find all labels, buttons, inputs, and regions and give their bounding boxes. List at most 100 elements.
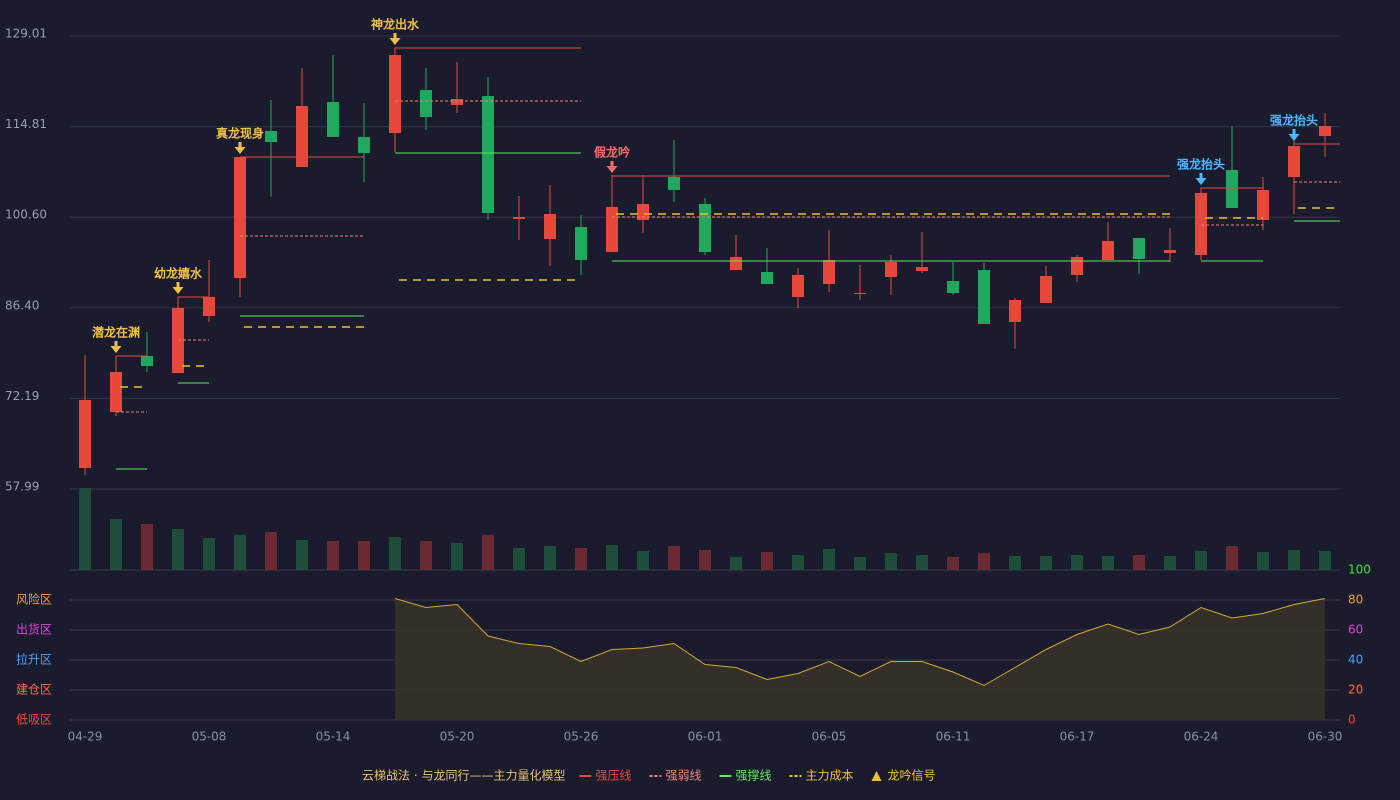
candle-body <box>575 227 587 261</box>
volume-bar <box>637 551 649 570</box>
press-line <box>115 355 147 373</box>
volume-bar <box>1226 546 1238 570</box>
volume-bar <box>1040 556 1052 570</box>
candle-body <box>1288 146 1300 178</box>
volume-bar <box>792 555 804 570</box>
candle-body <box>420 90 432 118</box>
x-tick-label: 06-24 <box>1184 730 1219 744</box>
volume-bar <box>761 552 773 570</box>
volume-bar <box>947 557 959 570</box>
candle-body <box>265 130 277 143</box>
volume-bar <box>203 538 215 570</box>
candle-body <box>792 275 804 298</box>
volume-bar <box>1257 552 1269 570</box>
volume-bar <box>389 537 401 570</box>
signal-arrow <box>234 141 246 154</box>
volume-bar <box>1288 550 1300 570</box>
y2-tick-label: 40 <box>1348 653 1363 667</box>
candle-body <box>544 214 556 240</box>
candle-body <box>854 292 866 295</box>
x-tick-label: 06-11 <box>936 730 971 744</box>
signal-label: 潜龙在渊 <box>92 325 140 340</box>
volume-bar <box>513 548 525 570</box>
candle-body <box>1009 300 1021 323</box>
volume-bar <box>451 543 463 570</box>
volume-bar <box>978 553 990 570</box>
volume-bar <box>823 549 835 570</box>
candle-body <box>761 272 773 284</box>
signal-label: 强龙抬头 <box>1177 156 1225 171</box>
y-tick-label: 72.19 <box>5 389 39 403</box>
signal-label: 神龙出水 <box>371 16 420 31</box>
volume-bar <box>916 555 928 570</box>
volume-bar <box>1133 555 1145 570</box>
x-tick-label: 05-14 <box>316 730 351 744</box>
zone-label: 拉升区 <box>16 652 52 667</box>
y2-tick-label: 80 <box>1348 593 1363 607</box>
x-tick-label: 04-29 <box>68 730 103 744</box>
x-tick-label: 05-08 <box>192 730 227 744</box>
legend-title: 云梯战法 · 与龙同行——主力量化模型 <box>362 769 565 783</box>
candle-body <box>358 136 370 153</box>
candle-body <box>172 307 184 374</box>
candle-body <box>327 102 339 137</box>
volume-bar <box>730 557 742 570</box>
candle-body <box>513 217 525 219</box>
candle-body <box>606 207 618 253</box>
candle-body <box>203 297 215 317</box>
volume-bar <box>420 541 432 570</box>
candle-body <box>482 96 494 214</box>
y2-tick-label: 100 <box>1348 563 1371 577</box>
volume-bar <box>172 529 184 570</box>
candle-body <box>637 204 649 221</box>
signal-arrow <box>1195 172 1207 185</box>
area-fill <box>395 598 1325 720</box>
signal-arrow <box>110 341 122 354</box>
signal-label: 幼龙嬉水 <box>154 266 203 281</box>
area-line <box>394 598 1326 687</box>
x-tick-label: 06-01 <box>688 730 723 744</box>
candle-body <box>823 260 835 284</box>
volume-bar <box>234 535 246 570</box>
volume-bar <box>1102 556 1114 570</box>
candle-body <box>1133 238 1145 259</box>
candle-body <box>1164 249 1176 253</box>
candle-body <box>1226 170 1238 209</box>
candle-body <box>79 400 91 469</box>
legend-marker <box>871 771 882 781</box>
candle-body <box>234 156 246 278</box>
legend-label: 龙吟信号 <box>888 768 936 783</box>
candle-body <box>389 55 401 134</box>
press-line <box>1200 187 1263 193</box>
volume-bar <box>1195 551 1207 570</box>
press-line <box>177 296 209 308</box>
zone-label: 风险区 <box>16 592 52 607</box>
press-line <box>1293 143 1340 147</box>
volume-bar <box>544 546 556 570</box>
signal-arrow <box>606 161 618 174</box>
candle-body <box>947 280 959 293</box>
legend-label: 强压线 <box>595 769 631 783</box>
volume-bar <box>1164 556 1176 570</box>
candle-body <box>451 99 463 106</box>
volume-bar <box>606 545 618 570</box>
volume-bar <box>327 541 339 570</box>
candle-body <box>1195 192 1207 255</box>
volume-bar <box>141 524 153 570</box>
y2-tick-label: 0 <box>1348 713 1356 727</box>
volume-bar <box>1319 551 1331 570</box>
volume-bar <box>668 546 680 570</box>
volume-bar <box>854 557 866 570</box>
y2-tick-label: 20 <box>1348 683 1363 697</box>
candle-body <box>141 356 153 367</box>
legend-label: 强撑线 <box>735 768 771 783</box>
x-tick-label: 05-26 <box>564 730 599 744</box>
candle-body <box>1071 257 1083 276</box>
volume-bar <box>110 519 122 570</box>
y-tick-label: 57.99 <box>5 480 39 494</box>
candle-body <box>1040 276 1052 304</box>
y-tick-label: 129.01 <box>5 27 47 41</box>
candle-body <box>1257 189 1269 221</box>
candle-body <box>1102 241 1114 261</box>
x-tick-label: 06-30 <box>1308 730 1343 744</box>
